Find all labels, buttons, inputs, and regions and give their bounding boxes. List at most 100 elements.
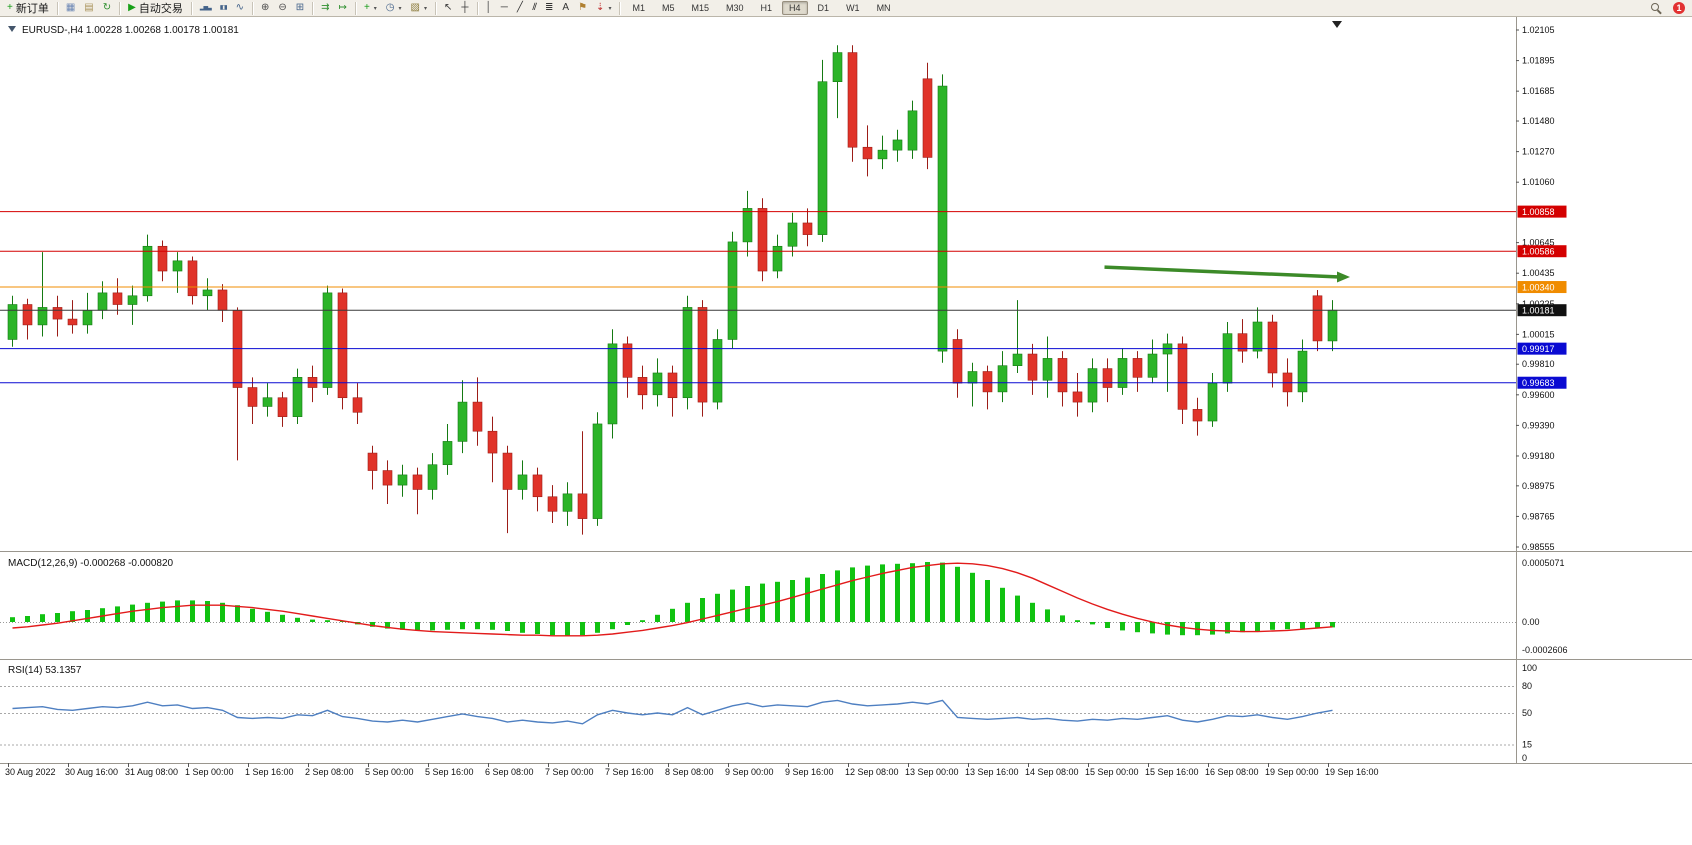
macd-bar [325, 620, 330, 622]
macd-bar [445, 622, 450, 630]
time-label[interactable]: 30 Aug 16:00 [65, 767, 118, 777]
templates-icon[interactable]: ▧ ▾ [407, 1, 431, 16]
candlestick-chart-icon[interactable]: ▮▯▮ [216, 1, 231, 16]
candle-body [1312, 295, 1323, 342]
bars-chart-icon[interactable]: ▂▅▃ [196, 1, 215, 16]
candle-body [1102, 368, 1113, 388]
macd-bar [130, 604, 135, 622]
text-icon[interactable]: A [558, 1, 573, 16]
timeframe-button-m30[interactable]: M30 [726, 3, 744, 13]
fibonacci-icon[interactable]: ≣ [541, 1, 557, 16]
zoom-in-icon[interactable]: ⊕ [257, 1, 273, 16]
auto-trading-button-label: 自动交易 [138, 3, 183, 15]
candle-body [487, 430, 498, 454]
candle-body [622, 343, 633, 378]
auto-scroll-icon[interactable]: ⇉ [317, 1, 333, 16]
macd-bar [1150, 622, 1155, 634]
price-tick-label: 0.99180 [1522, 451, 1555, 461]
new-order-button[interactable]: + 新订单 [3, 1, 53, 16]
time-label[interactable]: 13 Sep 00:00 [905, 767, 959, 777]
chart-shift-marker[interactable] [1332, 21, 1342, 28]
macd-bar [520, 622, 525, 633]
equidistant-channel-icon[interactable]: ‖ [528, 1, 540, 16]
timeframe-button-h1[interactable]: H1 [760, 3, 773, 13]
symbol-marker-icon[interactable] [8, 26, 16, 32]
time-label[interactable]: 14 Sep 08:00 [1025, 767, 1079, 777]
vertical-line-icon[interactable]: │ [482, 1, 496, 16]
arrows-icon[interactable]: ⇣ ▾ [592, 1, 615, 16]
time-label[interactable]: 1 Sep 00:00 [185, 767, 234, 777]
price-badge [1517, 342, 1567, 355]
chart-shift-icon[interactable]: ↦ [335, 1, 351, 16]
time-label[interactable]: 5 Sep 00:00 [365, 767, 414, 777]
crosshair-icon[interactable]: ┼ [457, 1, 472, 16]
time-label[interactable]: 30 Aug 2022 [5, 767, 56, 777]
time-label[interactable]: 7 Sep 16:00 [605, 767, 654, 777]
chart-svg: 1.02105 1.01895 1.01685 1.01480 1.01270 1.010… [0, 17, 1692, 777]
price-badge-label: 1.00858 [1522, 207, 1555, 217]
time-label[interactable]: 13 Sep 16:00 [965, 767, 1019, 777]
tile-windows-icon[interactable]: ⊞ [292, 1, 308, 16]
charts-window-icon[interactable]: ▦ [62, 1, 79, 16]
indicators-icon[interactable]: + ▾ [360, 1, 381, 16]
text-label-icon[interactable]: ⚑ [574, 1, 591, 16]
chart-area[interactable]: 1.02105 1.01895 1.01685 1.01480 1.01270 1.010… [0, 17, 1692, 845]
time-label[interactable]: 8 Sep 08:00 [665, 767, 714, 777]
macd-bar [595, 622, 600, 633]
line-chart-icon[interactable]: ∿ [232, 1, 248, 16]
candle-body [727, 241, 738, 340]
candle-body [802, 222, 813, 235]
trendline-icon[interactable]: ╱ [513, 1, 527, 16]
time-label[interactable]: 2 Sep 08:00 [305, 767, 354, 777]
candle-body [682, 307, 693, 399]
horizontal-line-icon[interactable]: ─ [497, 1, 512, 16]
macd-bar [1240, 622, 1245, 633]
timeframe-button-mn[interactable]: MN [876, 3, 891, 13]
time-label[interactable]: 19 Sep 16:00 [1325, 767, 1379, 777]
candle-body [712, 339, 723, 403]
profiles-icon[interactable]: ▤ [80, 1, 97, 16]
macd-bar [145, 602, 150, 622]
refresh-icon[interactable]: ↻ [99, 1, 115, 16]
horizontal-line-icon-glyph: ─ [500, 2, 508, 13]
line-chart-icon-glyph: ∿ [235, 2, 244, 13]
trend-arrow-head[interactable] [1337, 271, 1350, 283]
macd-bar [55, 613, 60, 622]
macd-bar [1090, 622, 1095, 625]
time-label[interactable]: 16 Sep 08:00 [1205, 767, 1259, 777]
macd-bar [1315, 622, 1320, 628]
templates-icon-glyph: ▧ [410, 2, 420, 13]
cursor-icon[interactable]: ↖ [440, 1, 456, 16]
time-label[interactable]: 31 Aug 08:00 [125, 767, 178, 777]
time-label[interactable]: 7 Sep 00:00 [545, 767, 594, 777]
time-label[interactable]: 6 Sep 08:00 [485, 767, 534, 777]
macd-bar [505, 622, 510, 631]
periods-icon[interactable]: ◷ ▾ [382, 1, 406, 16]
timeframe-button-h4[interactable]: H4 [782, 1, 808, 15]
candle-body [7, 304, 18, 340]
candle-body [1252, 321, 1263, 352]
macd-bar [400, 622, 405, 630]
time-label[interactable]: 1 Sep 16:00 [245, 767, 294, 777]
search-button[interactable] [1645, 1, 1668, 16]
time-label[interactable]: 15 Sep 00:00 [1085, 767, 1139, 777]
trend-arrow[interactable] [1104, 265, 1341, 279]
time-label[interactable]: 9 Sep 00:00 [725, 767, 774, 777]
time-label[interactable]: 19 Sep 00:00 [1265, 767, 1319, 777]
time-label[interactable]: 15 Sep 16:00 [1145, 767, 1199, 777]
timeframe-button-m15[interactable]: M15 [691, 3, 709, 13]
timeframe-button-m5[interactable]: M5 [661, 3, 675, 13]
candle-body [127, 295, 138, 305]
candle-body [937, 85, 948, 352]
rsi-level-label: 0 [1522, 753, 1527, 763]
time-label[interactable]: 9 Sep 16:00 [785, 767, 834, 777]
auto-trading-button[interactable]: ▶ 自动交易 [124, 1, 187, 16]
zoom-out-icon[interactable]: ⊖ [274, 1, 290, 16]
time-label[interactable]: 12 Sep 08:00 [845, 767, 899, 777]
price-tick-label: 1.01270 [1522, 147, 1555, 157]
timeframe-button-m1[interactable]: M1 [632, 3, 645, 13]
timeframe-button-d1[interactable]: D1 [817, 3, 830, 13]
time-label[interactable]: 5 Sep 16:00 [425, 767, 474, 777]
notification-badge[interactable]: 1 [1673, 2, 1685, 14]
timeframe-button-w1[interactable]: W1 [846, 3, 860, 13]
